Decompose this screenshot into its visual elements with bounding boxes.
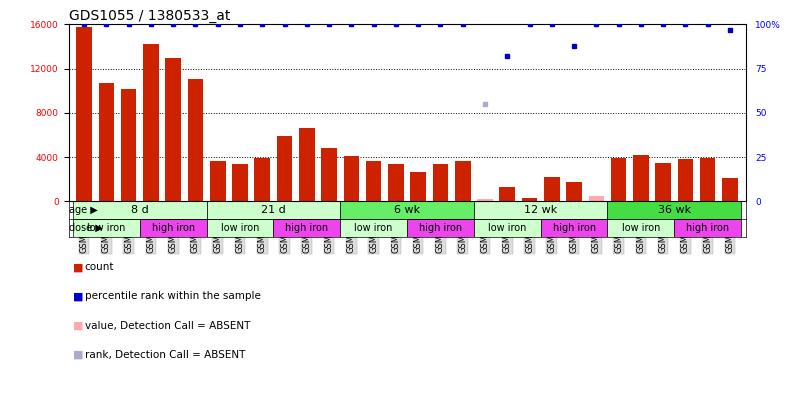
Bar (722, 178, 737, 201)
Bar (544, 177, 559, 201)
Bar (340, 219, 407, 237)
Bar (611, 158, 626, 201)
Text: 6 wk: 6 wk (394, 205, 420, 215)
Text: low iron: low iron (355, 223, 393, 233)
Text: percentile rank within the sample: percentile rank within the sample (85, 292, 260, 301)
Text: low iron: low iron (488, 223, 526, 233)
Bar (410, 172, 426, 201)
Bar (343, 156, 359, 201)
Bar (188, 79, 203, 201)
Text: age ▶: age ▶ (69, 205, 98, 215)
Bar (700, 158, 716, 201)
Bar (474, 201, 608, 219)
Bar (608, 201, 741, 219)
Bar (521, 198, 538, 201)
Bar (73, 201, 206, 219)
Bar (206, 219, 273, 237)
Bar (655, 163, 671, 201)
Bar (232, 164, 247, 201)
Bar (366, 160, 381, 201)
Bar (541, 219, 608, 237)
Text: 36 wk: 36 wk (658, 205, 691, 215)
Bar (388, 164, 404, 201)
Text: value, Detection Call = ABSENT: value, Detection Call = ABSENT (85, 321, 250, 330)
Text: low iron: low iron (221, 223, 260, 233)
Text: count: count (85, 262, 114, 272)
Bar (273, 219, 340, 237)
Bar (210, 160, 226, 201)
Bar (567, 181, 582, 201)
Text: rank, Detection Call = ABSENT: rank, Detection Call = ABSENT (85, 350, 245, 360)
Bar (588, 196, 604, 201)
Text: high iron: high iron (552, 223, 596, 233)
Bar (121, 89, 136, 201)
Bar (500, 187, 515, 201)
Text: high iron: high iron (686, 223, 729, 233)
Bar (255, 158, 270, 201)
Text: GDS1055 / 1380533_at: GDS1055 / 1380533_at (69, 9, 230, 23)
Bar (276, 136, 293, 201)
Bar (633, 155, 649, 201)
Text: ■: ■ (73, 350, 83, 360)
Text: ■: ■ (73, 321, 83, 330)
Text: high iron: high iron (152, 223, 195, 233)
Text: ■: ■ (73, 292, 83, 301)
Bar (407, 219, 474, 237)
Text: high iron: high iron (285, 223, 328, 233)
Bar (139, 219, 206, 237)
Text: low iron: low iron (621, 223, 660, 233)
Text: high iron: high iron (419, 223, 462, 233)
Bar (206, 201, 340, 219)
Text: ■: ■ (73, 262, 83, 272)
Text: low iron: low iron (87, 223, 126, 233)
Text: 8 d: 8 d (131, 205, 148, 215)
Bar (455, 160, 471, 201)
Bar (675, 219, 741, 237)
Bar (73, 219, 139, 237)
Bar (165, 58, 181, 201)
Text: 12 wk: 12 wk (524, 205, 557, 215)
Bar (474, 219, 541, 237)
Bar (340, 201, 474, 219)
Bar (433, 164, 448, 201)
Bar (322, 148, 337, 201)
Text: dose ▶: dose ▶ (69, 223, 102, 233)
Bar (477, 199, 492, 201)
Bar (608, 219, 675, 237)
Bar (98, 83, 114, 201)
Bar (77, 26, 92, 201)
Bar (143, 44, 159, 201)
Bar (678, 160, 693, 201)
Bar (299, 128, 314, 201)
Text: 21 d: 21 d (261, 205, 286, 215)
